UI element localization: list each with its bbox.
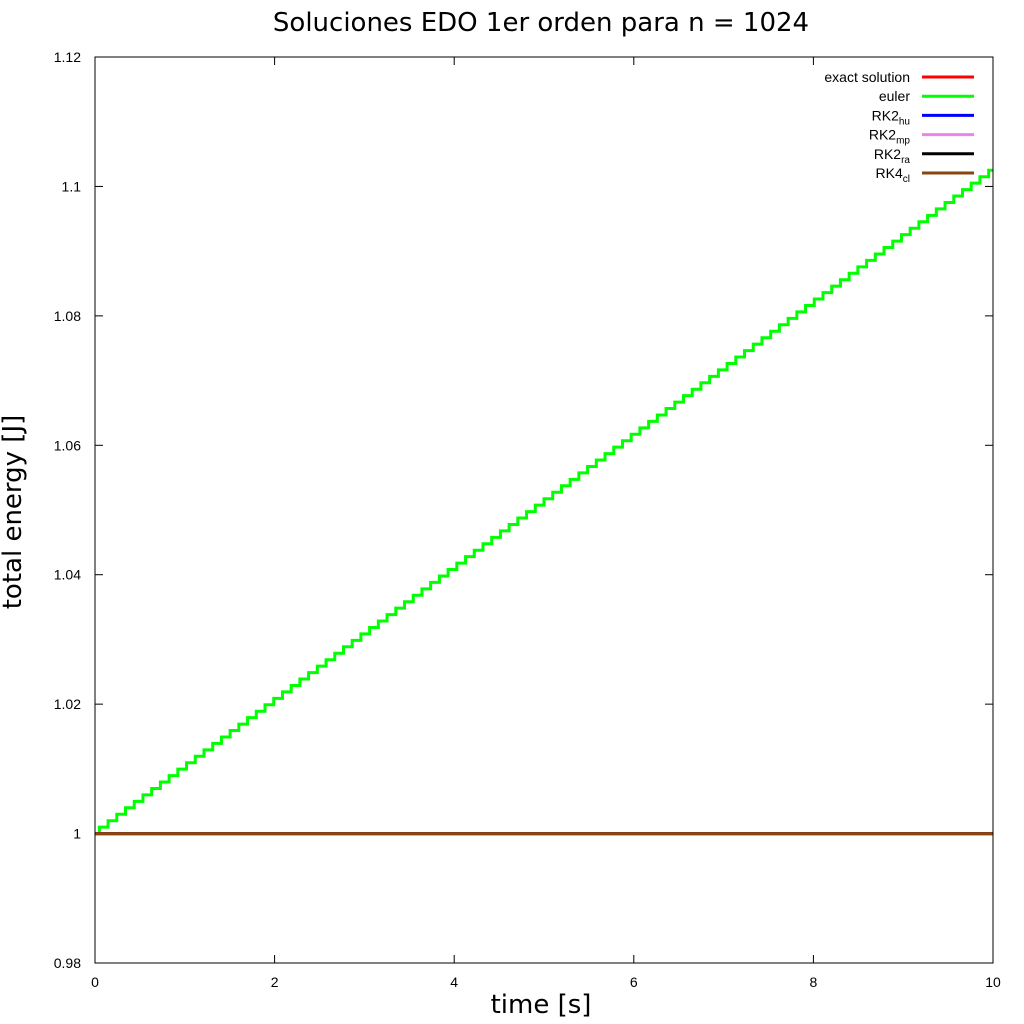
y-tick-label: 1.08 [54, 308, 81, 324]
plot-frame [94, 56, 994, 964]
y-tick-label: 1.04 [54, 567, 81, 583]
series-lines [95, 168, 993, 836]
legend-label: exact solution [824, 69, 910, 85]
legend-label: RK4cl [876, 165, 910, 185]
x-axis-label: time [s] [491, 990, 592, 1020]
y-tick-label: 1 [73, 826, 81, 842]
x-tick-label: 8 [810, 974, 818, 990]
x-tick-label: 4 [450, 974, 458, 990]
x-tick-label: 10 [985, 974, 1001, 990]
x-tick-label: 2 [271, 974, 279, 990]
y-axis-label: total energy [J] [0, 415, 28, 610]
legend-label: RK2mp [869, 127, 911, 147]
legend-label: RK2ra [874, 146, 911, 166]
y-tick-label: 0.98 [54, 955, 81, 971]
series-line-euler [95, 168, 993, 836]
legend-label: euler [879, 88, 910, 104]
y-tick-label: 1.1 [62, 178, 82, 194]
legend-label: RK2hu [872, 107, 910, 127]
x-tick-label: 6 [630, 974, 638, 990]
x-tick-label: 0 [91, 974, 99, 990]
y-tick-label: 1.12 [54, 49, 81, 65]
chart-title: Soluciones EDO 1er orden para n = 1024 [273, 8, 809, 38]
y-tick-label: 1.02 [54, 696, 81, 712]
y-tick-label: 1.06 [54, 437, 81, 453]
